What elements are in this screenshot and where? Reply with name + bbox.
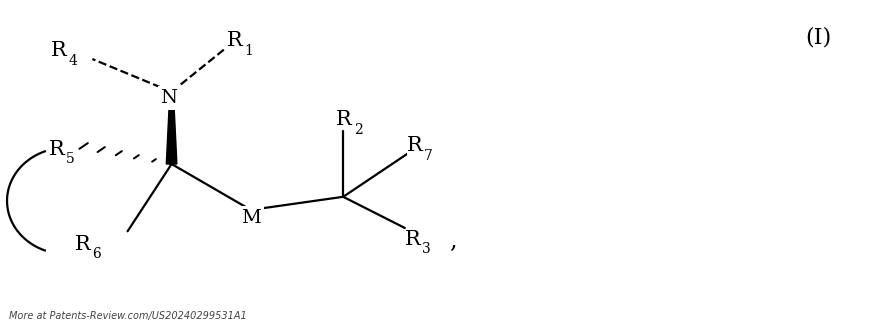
Text: 4: 4 [69,54,77,68]
Text: R: R [48,140,64,159]
Text: R: R [336,110,352,129]
Text: More at Patents-Review.com/US20240299531A1: More at Patents-Review.com/US20240299531… [9,312,246,321]
Text: R: R [51,41,67,60]
Text: 5: 5 [66,152,75,166]
Text: ,: , [449,230,457,253]
Text: (I): (I) [805,26,832,48]
Text: R: R [227,31,243,51]
Text: R: R [405,230,421,249]
Text: N: N [160,90,178,107]
Text: M: M [241,209,260,227]
Text: 7: 7 [424,149,433,163]
Text: R: R [75,235,91,254]
Text: 3: 3 [422,242,431,256]
Text: R: R [407,136,422,155]
Polygon shape [166,92,177,164]
Text: 1: 1 [245,44,253,58]
Text: 6: 6 [92,247,101,261]
Text: 2: 2 [354,123,363,136]
